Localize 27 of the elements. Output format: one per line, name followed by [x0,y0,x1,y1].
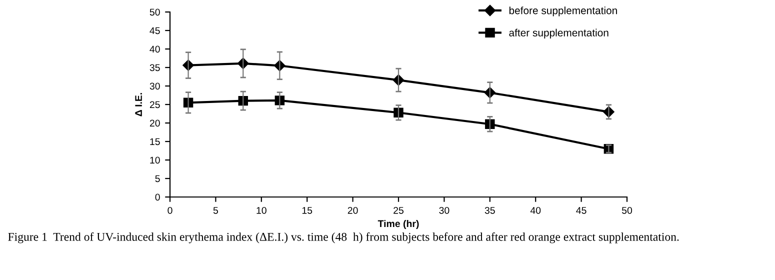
x-tick-label: 20 [348,206,358,214]
y-tick-label: 25 [150,101,160,108]
x-tick-label: 40 [530,206,541,214]
x-tick-label: 45 [576,207,586,214]
x-tick-label: 10 [256,206,266,214]
y-tick-label: 20 [150,120,160,127]
y-tick-label: 45 [150,27,160,34]
y-tick-label: 50 [150,8,160,16]
legend-label: after supplementation [509,28,608,38]
x-tick-label: 5 [213,207,218,214]
x-tick-label: 0 [168,206,172,214]
x-tick-label: 25 [394,206,404,214]
y-tick-label: 15 [150,138,160,146]
caption: Figure 1 Trend of UV-induced skin erythema index (ΔE.I.) vs. time (48 h) from subjects before and after red orange extract supplementation. [8,232,679,244]
y-tick-label: 0 [155,194,160,201]
x-tick-label: 50 [622,206,632,214]
x-tick-label: 15 [302,207,312,214]
legend-label: before supplementation [509,6,617,16]
x-axis-title: Time (hr) [378,220,419,230]
x-tick-label: 35 [484,206,495,214]
x-tick-label: 30 [439,206,450,214]
y-tick-label: 35 [150,64,160,72]
y-axis-title: Δ I.E. [135,93,142,116]
y-tick-label: 10 [150,156,160,164]
y-tick-label: 5 [155,175,160,182]
y-tick-label: 40 [150,46,160,53]
y-tick-label: 30 [150,82,160,90]
